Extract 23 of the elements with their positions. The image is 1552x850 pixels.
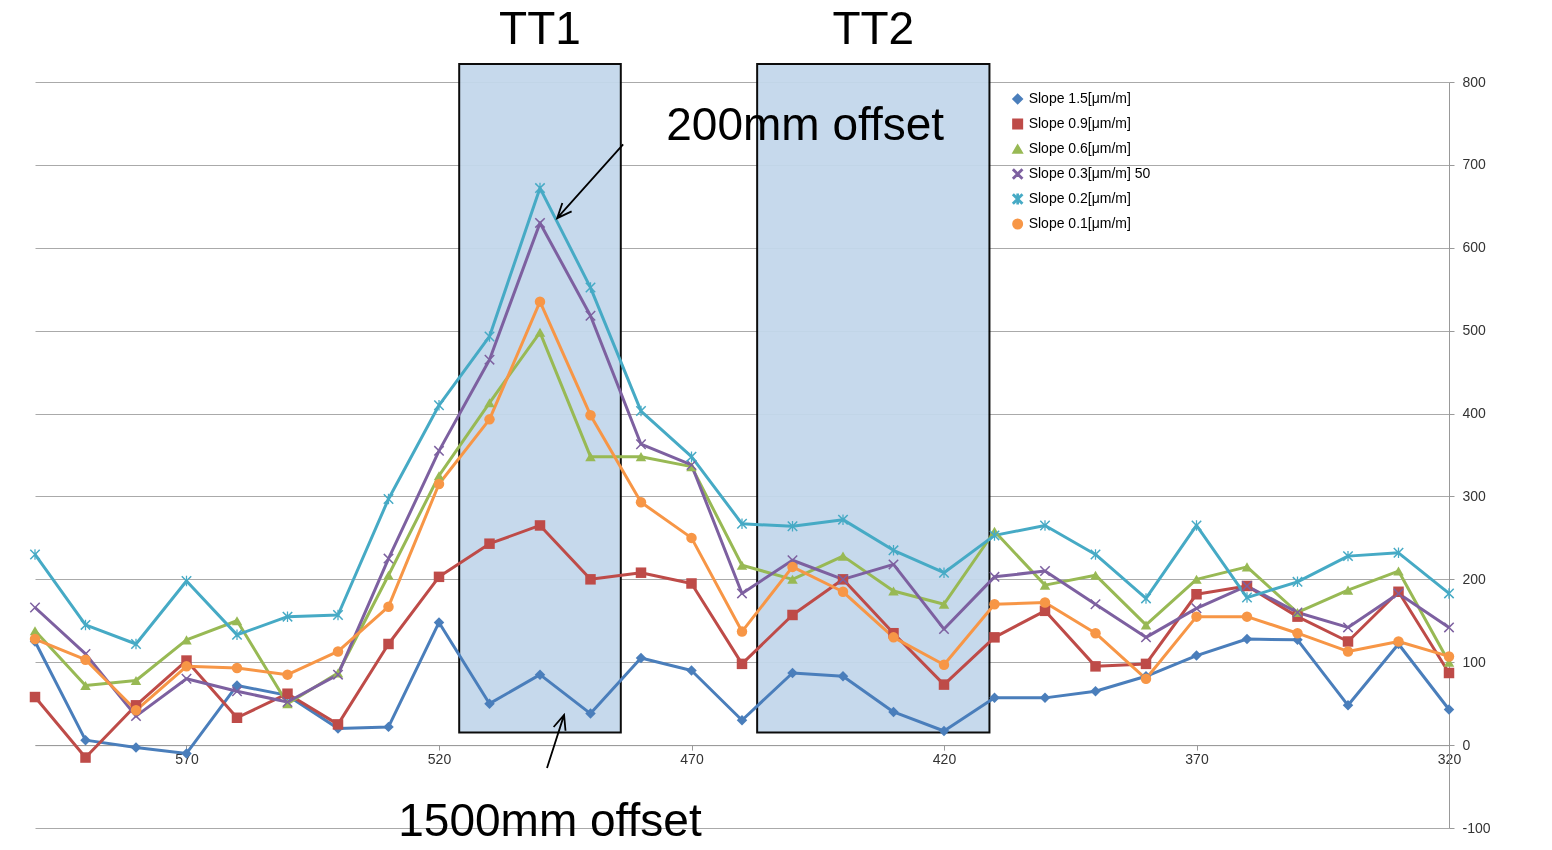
x-tick-label: 520: [427, 750, 452, 767]
x-tick-label: 470: [680, 750, 704, 767]
legend-label: Slope 0.6[μm/m]: [1028, 140, 1131, 156]
y-tick-label: 0: [1462, 736, 1471, 753]
annotation: 1500mm offset: [398, 794, 702, 846]
band-label: TT2: [832, 2, 915, 54]
y-tick-label: 700: [1462, 156, 1487, 173]
y-tick-label: 400: [1462, 405, 1487, 422]
band-label: TT1: [499, 2, 581, 54]
legend-label: Slope 0.9[μm/m]: [1028, 115, 1131, 131]
legend-label: Slope 1.5[μm/m]: [1028, 90, 1131, 106]
y-tick-label: 200: [1462, 570, 1487, 587]
x-tick-label: 420: [932, 750, 957, 767]
y-tick-label: 600: [1462, 239, 1487, 256]
y-tick-label: -100: [1462, 819, 1491, 836]
legend-label: Slope 0.3[μm/m] 50: [1028, 165, 1151, 181]
legend-label: Slope 0.1[μm/m]: [1028, 215, 1131, 231]
y-tick-label: 100: [1462, 653, 1487, 670]
y-tick-label: 300: [1462, 487, 1487, 504]
y-tick-label: 500: [1462, 322, 1487, 339]
legend-label: Slope 0.2[μm/m]: [1028, 190, 1131, 206]
x-tick-label: 370: [1185, 750, 1209, 767]
y-tick-label: 800: [1462, 73, 1487, 90]
